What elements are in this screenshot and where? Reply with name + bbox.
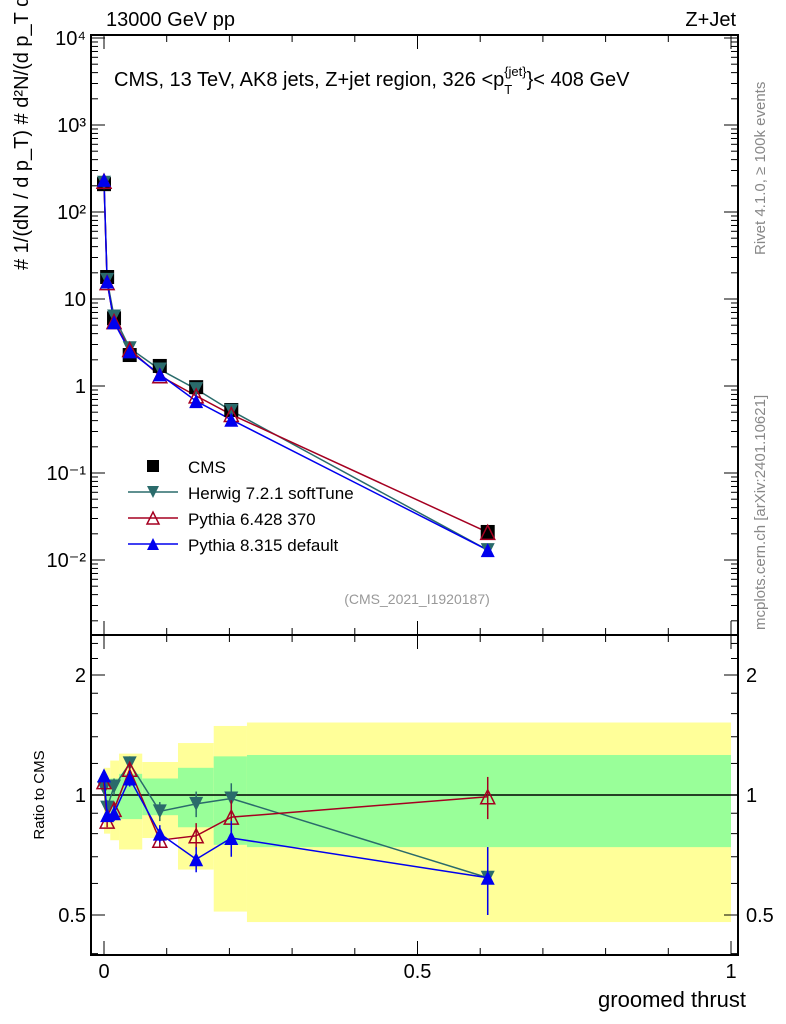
ratio-y-tick-label: 1	[75, 785, 86, 807]
pythia8-point	[100, 274, 115, 289]
ratio-y-tick-label: 1	[746, 785, 757, 807]
y-tick-label: 10²	[57, 202, 86, 224]
stat-uncertainty-band	[110, 778, 120, 816]
y-tick-label: 10⁴	[55, 28, 86, 50]
pythia8-point	[147, 538, 159, 550]
pythia8-point	[189, 394, 204, 409]
pythia8-point	[480, 870, 495, 885]
pythia8-point	[97, 768, 111, 783]
series-line-2	[103, 181, 489, 534]
ratio-y-tick-label: 0.5	[746, 905, 774, 927]
header-right: Z+Jet	[685, 9, 736, 31]
y-axis-label-main: # 1/(dN / d p_T) # d²N/(d p_T dλ)	[11, 0, 33, 270]
y-tick-label: 10	[64, 289, 86, 311]
y-tick-label: 10⁻²	[47, 550, 87, 572]
ratio-y-tick-label: 2	[75, 665, 86, 687]
pythia6-point	[479, 788, 496, 805]
pythia8-point	[122, 344, 137, 359]
pythia6-point	[187, 827, 205, 844]
pythia8-point	[189, 852, 204, 867]
x-tick-label: 1	[725, 961, 736, 983]
pythia8-point	[224, 831, 239, 846]
y-tick-label: 10⁻¹	[47, 463, 87, 485]
y-axis-label-ratio: Ratio to CMS	[31, 750, 48, 839]
x-tick-label: 0.5	[404, 961, 432, 983]
x-axis-label: groomed thrust	[598, 987, 746, 1012]
pythia8-point	[224, 412, 239, 427]
pythia6-point	[145, 510, 161, 525]
legend-label: CMS	[188, 458, 226, 477]
pythia8-point	[122, 771, 137, 786]
herwig-point	[224, 403, 239, 418]
x-tick-label: 0	[98, 961, 109, 983]
ratio-y-tick-label: 2	[746, 665, 757, 687]
legend-label: Pythia 6.428 370	[188, 510, 316, 529]
y-tick-label: 1	[75, 376, 86, 398]
pythia8-point	[107, 315, 122, 330]
herwig-point	[152, 804, 167, 819]
stat-uncertainty-band	[246, 754, 731, 848]
cms-data-point	[147, 460, 159, 472]
mcplots-label: mcplots.cern.ch [arXiv:2401.10621]	[752, 395, 769, 630]
ratio-y-tick-label: 0.5	[58, 905, 86, 927]
pythia8-point	[152, 826, 167, 841]
pythia8-point	[480, 543, 495, 558]
plot-title: CMS, 13 TeV, AK8 jets, Z+jet region, 326…	[114, 64, 630, 97]
herwig-point	[224, 791, 239, 806]
analysis-annotation: (CMS_2021_I1920187)	[344, 591, 490, 607]
herwig-point	[147, 486, 159, 498]
pythia8-point	[107, 806, 122, 821]
header-left: 13000 GeV pp	[106, 9, 235, 31]
herwig-point	[189, 796, 204, 811]
herwig-point	[107, 779, 122, 794]
pythia8-point	[152, 367, 167, 382]
pythia6-point	[479, 523, 496, 541]
cms-data-point	[480, 524, 495, 539]
rivet-label: Rivet 4.1.0, ≥ 100k events	[752, 82, 769, 255]
legend-label: Pythia 8.315 default	[188, 536, 339, 555]
pythia8-point	[97, 172, 111, 187]
legend-label: Herwig 7.2.1 softTune	[188, 484, 354, 503]
y-tick-label: 10³	[57, 115, 86, 137]
